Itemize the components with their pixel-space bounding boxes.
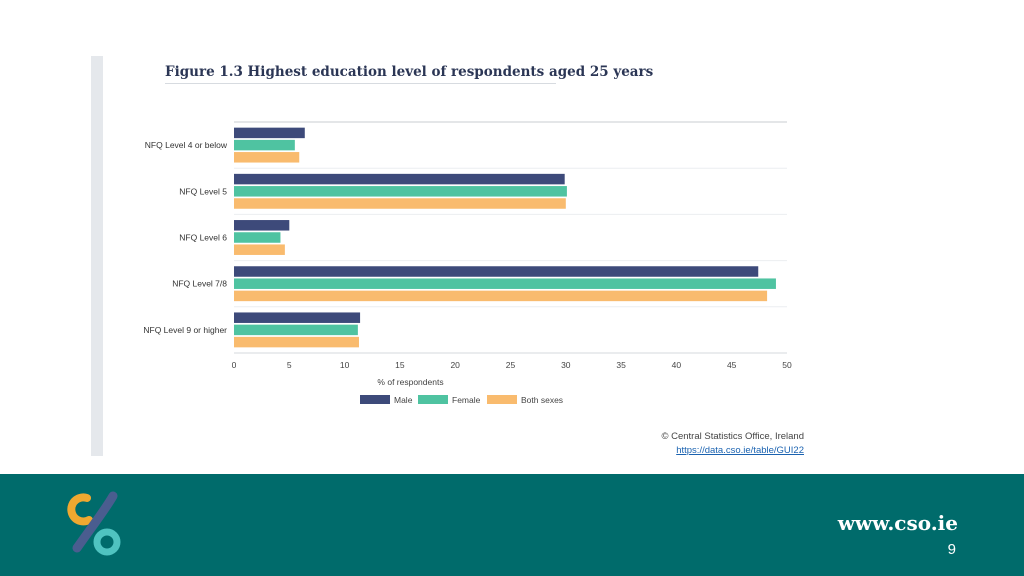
- x-tick-label: 10: [340, 360, 350, 370]
- category-label: NFQ Level 9 or higher: [143, 325, 227, 335]
- credit-text: © Central Statistics Office, Ireland: [661, 431, 804, 442]
- category-label: NFQ Level 5: [179, 186, 227, 196]
- x-tick-label: 35: [616, 360, 626, 370]
- legend-swatch: [418, 395, 448, 404]
- bar-both-sexes: [234, 290, 768, 302]
- cso-logo: [67, 491, 121, 556]
- category-label: NFQ Level 6: [179, 233, 227, 243]
- legend-swatch: [360, 395, 390, 404]
- page-number: 9: [947, 541, 956, 558]
- bar-both-sexes: [234, 336, 359, 348]
- x-tick-label: 20: [450, 360, 460, 370]
- x-tick-label: 5: [287, 360, 292, 370]
- x-tick-label: 15: [395, 360, 405, 370]
- x-tick-label: 30: [561, 360, 571, 370]
- bar-female: [234, 324, 358, 336]
- legend-label: Female: [452, 395, 481, 405]
- website-label[interactable]: www.cso.ie: [837, 511, 958, 535]
- legend-label: Both sexes: [521, 395, 563, 405]
- x-tick-label: 25: [506, 360, 516, 370]
- bar-both-sexes: [234, 244, 285, 255]
- title-underline: [165, 83, 556, 84]
- bar-chart: NFQ Level 4 or below NFQ Level 5 NFQ Level…: [143, 121, 792, 405]
- source-credit: © Central Statistics Office, Ireland htt…: [661, 431, 804, 456]
- x-tick-label: 50: [782, 360, 792, 370]
- bar-female: [234, 232, 281, 243]
- bar-male: [234, 220, 290, 231]
- source-link[interactable]: https://data.cso.ie/table/GUI22: [676, 445, 804, 456]
- category-label: NFQ Level 7/8: [172, 279, 227, 289]
- bar-female: [234, 139, 295, 151]
- bar-both-sexes: [234, 152, 300, 163]
- bar-female: [234, 278, 776, 289]
- x-tick-label: 0: [232, 360, 237, 370]
- figure-title: Figure 1.3 Highest education level of re…: [165, 64, 654, 80]
- bar-both-sexes: [234, 198, 566, 209]
- bar-male: [234, 127, 305, 139]
- category-label: NFQ Level 4 or below: [145, 140, 228, 150]
- bar-male: [234, 173, 565, 185]
- x-axis-label: % of respondents: [377, 377, 443, 387]
- footer-band: www.cso.ie 9: [0, 474, 1024, 576]
- x-tick-label: 40: [672, 360, 682, 370]
- bar-male: [234, 266, 759, 277]
- x-tick-label: 45: [727, 360, 737, 370]
- bar-male: [234, 312, 361, 323]
- legend-swatch: [487, 395, 517, 404]
- bar-female: [234, 186, 567, 197]
- slide-accent-bar: [91, 56, 103, 456]
- legend-label: Male: [394, 395, 413, 405]
